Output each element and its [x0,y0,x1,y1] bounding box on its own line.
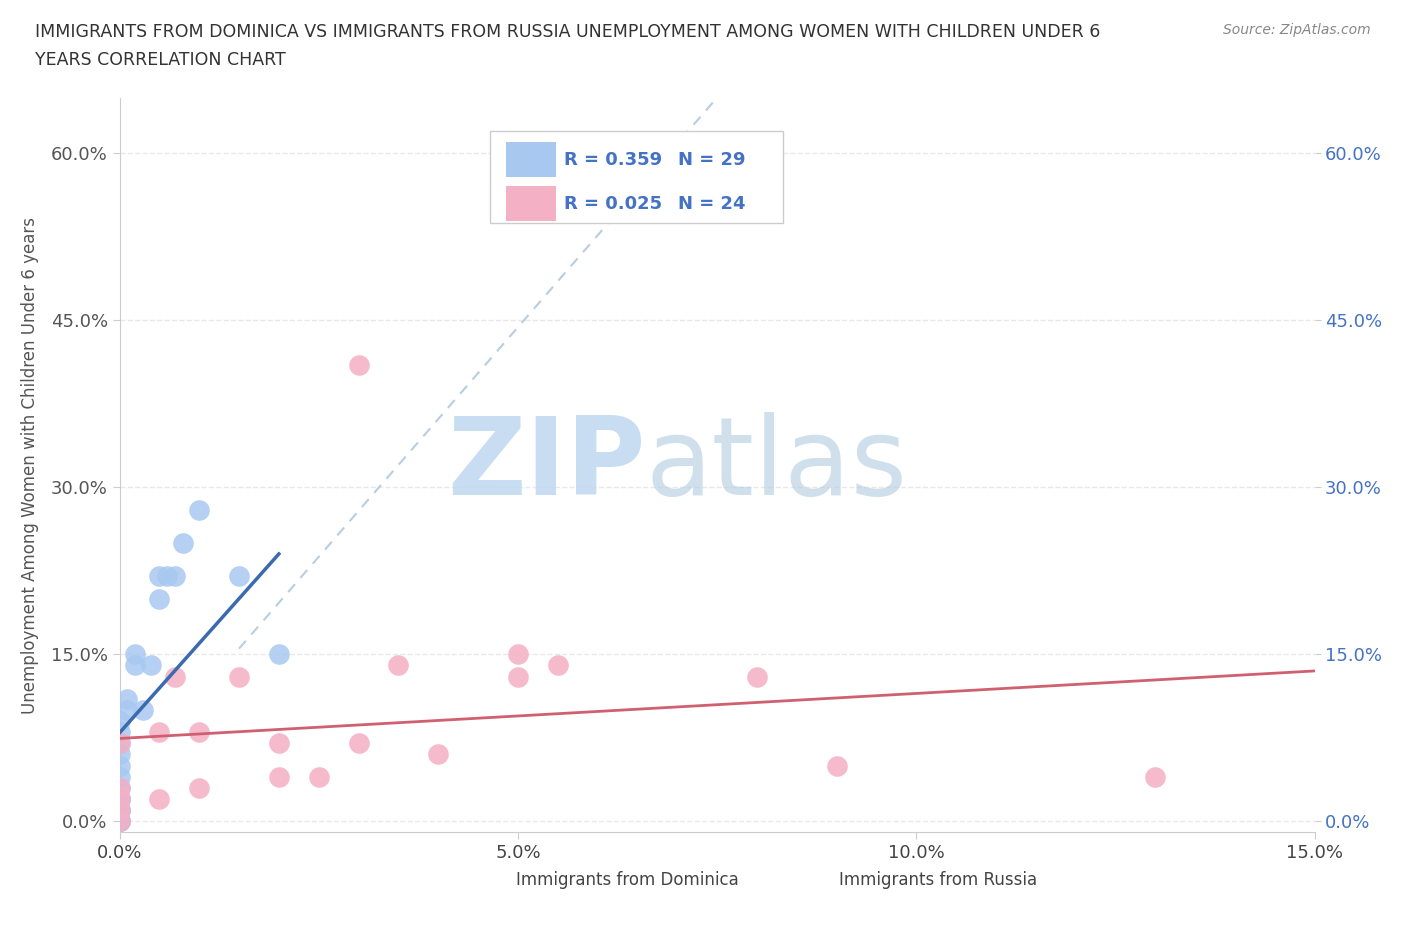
Point [108,769,131,784]
Text: Immigrants from Dominica: Immigrants from Dominica [516,871,740,889]
FancyBboxPatch shape [793,866,830,894]
Point [108,780,131,795]
Y-axis label: Unemployment Among Women with Children Under 6 years: Unemployment Among Women with Children U… [21,217,39,713]
FancyBboxPatch shape [491,131,783,222]
Text: R = 0.025: R = 0.025 [564,194,662,213]
FancyBboxPatch shape [471,866,506,894]
Point [188,780,211,795]
Point [267,769,290,784]
Point [124,646,146,661]
Text: N = 24: N = 24 [678,194,745,213]
Point [148,569,170,584]
Point [172,536,194,551]
Point [108,791,131,806]
Point [108,814,131,829]
Point [825,758,848,773]
Point [108,736,131,751]
Point [108,791,131,806]
Point [165,569,187,584]
Point [108,758,131,773]
Point [108,780,131,795]
Point [124,658,146,672]
Point [165,669,187,684]
Point [108,803,131,817]
Point [108,814,131,829]
Point [666,146,689,161]
Point [745,669,768,684]
Point [132,702,155,717]
Point [267,646,290,661]
FancyBboxPatch shape [506,186,555,221]
FancyBboxPatch shape [506,142,555,178]
Point [347,736,370,751]
Point [108,747,131,762]
Point [506,646,529,661]
Point [141,658,163,672]
Point [228,569,250,584]
Point [347,357,370,372]
Text: N = 29: N = 29 [678,151,745,168]
Point [1144,769,1167,784]
Point [117,702,139,717]
Point [267,736,290,751]
Point [108,791,131,806]
Text: IMMIGRANTS FROM DOMINICA VS IMMIGRANTS FROM RUSSIA UNEMPLOYMENT AMONG WOMEN WITH: IMMIGRANTS FROM DOMINICA VS IMMIGRANTS F… [35,23,1101,41]
Text: R = 0.359: R = 0.359 [564,151,662,168]
Point [228,669,250,684]
Point [506,669,529,684]
Point [108,803,131,817]
Point [156,569,179,584]
Point [427,747,450,762]
Point [108,736,131,751]
Text: atlas: atlas [645,412,907,518]
Text: ZIP: ZIP [447,412,645,518]
Point [387,658,409,672]
Point [117,691,139,706]
Point [108,724,131,739]
Point [148,591,170,606]
Point [108,803,131,817]
Text: YEARS CORRELATION CHART: YEARS CORRELATION CHART [35,51,285,69]
Point [188,502,211,517]
Point [308,769,330,784]
Point [148,724,170,739]
Point [108,713,131,728]
Text: Immigrants from Russia: Immigrants from Russia [839,871,1038,889]
Text: Source: ZipAtlas.com: Source: ZipAtlas.com [1223,23,1371,37]
Point [108,814,131,829]
Point [148,791,170,806]
Point [547,658,569,672]
Point [188,724,211,739]
Point [108,814,131,829]
